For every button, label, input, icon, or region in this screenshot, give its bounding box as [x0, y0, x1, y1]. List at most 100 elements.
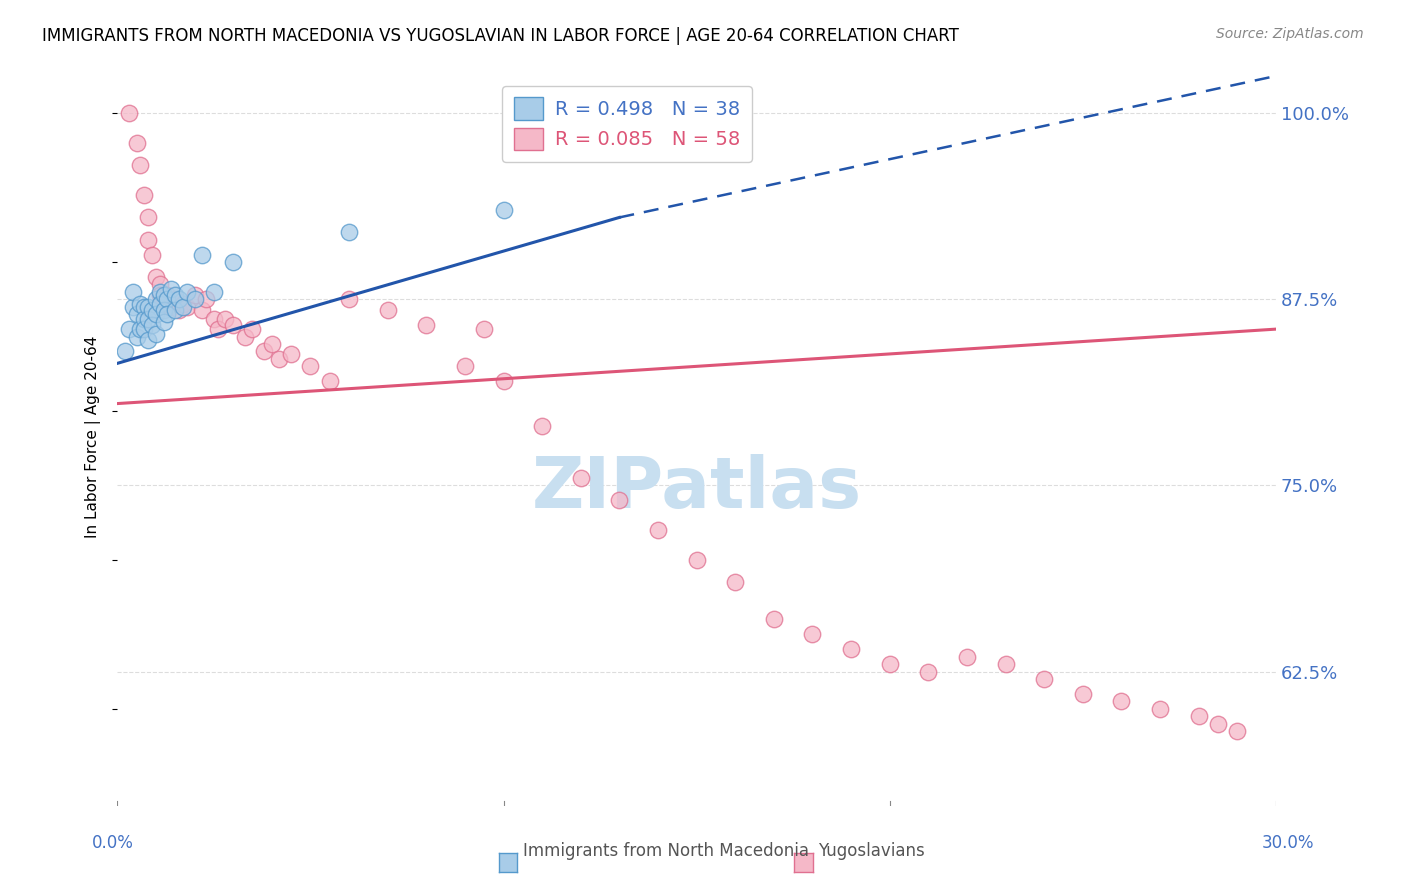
Point	[136, 333, 159, 347]
Point	[145, 326, 167, 341]
Point	[956, 649, 979, 664]
Point	[1226, 724, 1249, 739]
Point	[280, 347, 302, 361]
Point	[125, 307, 148, 321]
Point	[145, 270, 167, 285]
Point	[152, 288, 174, 302]
Point	[242, 322, 264, 336]
Point	[141, 302, 163, 317]
Point	[1206, 716, 1229, 731]
Point	[609, 493, 631, 508]
Point	[156, 288, 179, 302]
Point	[167, 302, 190, 317]
Point	[149, 288, 172, 302]
Point	[165, 293, 187, 307]
Point	[134, 188, 156, 202]
Point	[149, 297, 172, 311]
Point	[762, 613, 785, 627]
Text: Immigrants from North Macedonia: Immigrants from North Macedonia	[523, 842, 808, 860]
Point	[156, 307, 179, 321]
Point	[172, 297, 194, 311]
Legend: R = 0.498   N = 38, R = 0.085   N = 58: R = 0.498 N = 38, R = 0.085 N = 58	[502, 86, 752, 161]
Text: IMMIGRANTS FROM NORTH MACEDONIA VS YUGOSLAVIAN IN LABOR FORCE | AGE 20-64 CORREL: IMMIGRANTS FROM NORTH MACEDONIA VS YUGOS…	[42, 27, 959, 45]
Text: Source: ZipAtlas.com: Source: ZipAtlas.com	[1216, 27, 1364, 41]
Point	[1033, 672, 1056, 686]
Point	[647, 523, 669, 537]
Point	[172, 300, 194, 314]
Point	[141, 318, 163, 332]
Point	[222, 318, 245, 332]
Point	[165, 302, 187, 317]
Point	[118, 322, 141, 336]
Point	[377, 302, 399, 317]
Point	[1188, 709, 1211, 723]
Point	[1071, 687, 1094, 701]
Point	[214, 311, 236, 326]
Point	[472, 322, 495, 336]
Point	[176, 300, 198, 314]
Point	[136, 300, 159, 314]
Point	[134, 300, 156, 314]
Point	[160, 282, 183, 296]
Point	[253, 344, 276, 359]
Point	[839, 642, 862, 657]
Point	[337, 293, 360, 307]
Point	[136, 311, 159, 326]
Point	[569, 471, 592, 485]
Point	[202, 311, 225, 326]
Point	[195, 293, 218, 307]
Point	[121, 285, 143, 299]
Point	[299, 359, 322, 374]
Point	[145, 307, 167, 321]
Text: Yugoslavians: Yugoslavians	[818, 842, 925, 860]
Point	[114, 344, 136, 359]
Point	[118, 106, 141, 120]
Point	[136, 211, 159, 225]
Point	[207, 322, 229, 336]
Y-axis label: In Labor Force | Age 20-64: In Labor Force | Age 20-64	[86, 336, 101, 538]
Point	[156, 293, 179, 307]
Point	[415, 318, 437, 332]
Point	[160, 300, 183, 314]
Point	[183, 288, 205, 302]
Text: 30.0%: 30.0%	[1263, 834, 1315, 852]
Point	[1111, 694, 1133, 708]
Point	[165, 288, 187, 302]
Point	[724, 575, 747, 590]
Point	[141, 247, 163, 261]
Point	[134, 311, 156, 326]
Point	[125, 329, 148, 343]
Point	[183, 293, 205, 307]
Text: 0.0%: 0.0%	[91, 834, 134, 852]
Point	[685, 553, 707, 567]
Point	[994, 657, 1017, 672]
Point	[129, 322, 152, 336]
Point	[145, 293, 167, 307]
Point	[492, 202, 515, 217]
Point	[129, 297, 152, 311]
Point	[260, 337, 283, 351]
Point	[269, 351, 291, 366]
Point	[191, 247, 214, 261]
Point	[222, 255, 245, 269]
Point	[121, 300, 143, 314]
Point	[152, 302, 174, 317]
Point	[125, 136, 148, 150]
Text: ZIPatlas: ZIPatlas	[531, 454, 862, 524]
Point	[202, 285, 225, 299]
Point	[129, 158, 152, 172]
Point	[152, 315, 174, 329]
Point	[492, 374, 515, 388]
Point	[1149, 702, 1171, 716]
Point	[318, 374, 340, 388]
Point	[152, 297, 174, 311]
Point	[337, 225, 360, 239]
Point	[531, 418, 554, 433]
Point	[134, 322, 156, 336]
Point	[149, 285, 172, 299]
Point	[176, 285, 198, 299]
Point	[801, 627, 824, 641]
Point	[454, 359, 477, 374]
Point	[149, 277, 172, 292]
Point	[136, 233, 159, 247]
